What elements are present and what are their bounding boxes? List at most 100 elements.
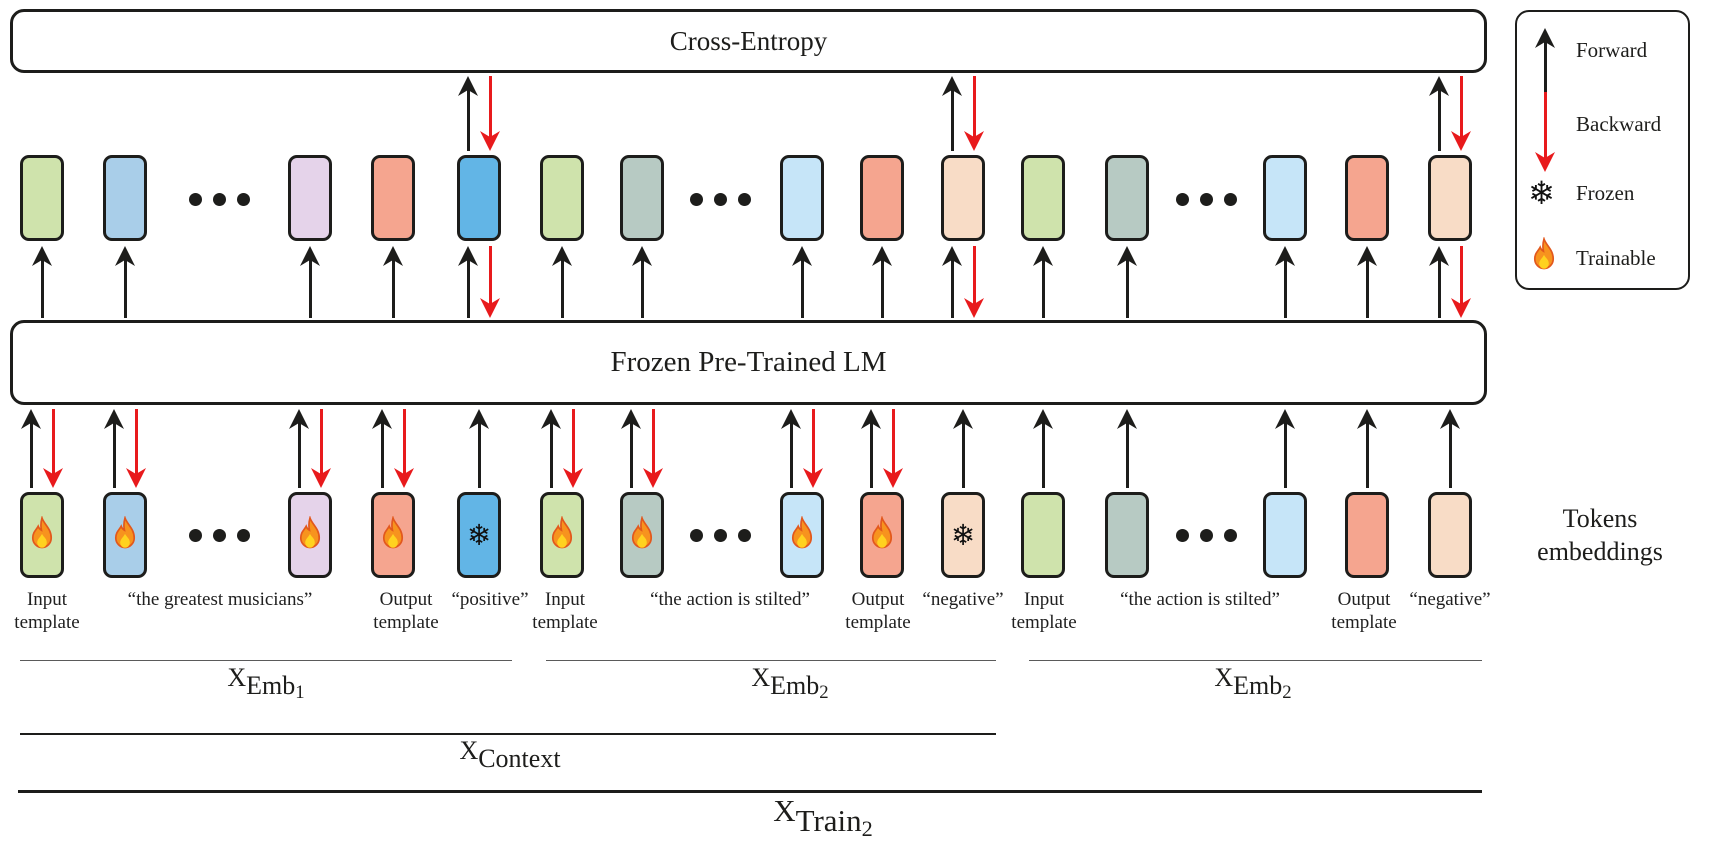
brace-label-sub: Context	[478, 744, 561, 774]
token-caption-line: template	[845, 612, 911, 634]
embedding-token	[780, 492, 824, 578]
tokens-embeddings-label: Tokens embeddings	[1500, 503, 1700, 568]
lm-output-token	[1105, 155, 1149, 241]
forward-arrow-icon-shaft	[380, 421, 384, 488]
forward-arrow-icon	[942, 246, 962, 318]
forward-arrow-icon-shaft	[1543, 40, 1547, 105]
ellipsis-dot	[212, 192, 226, 206]
cross-entropy-box: Cross-Entropy	[10, 9, 1487, 73]
brace-label: XEmb1	[227, 663, 304, 703]
brace-label-subsub: 2	[1282, 682, 1292, 704]
fire-icon	[382, 516, 404, 549]
tokens-embeddings-line: embeddings	[1537, 536, 1663, 566]
brace-line	[20, 733, 996, 735]
forward-arrow-icon-shaft	[1041, 258, 1045, 318]
ellipsis-dot	[236, 192, 250, 206]
token-caption: Input template	[14, 588, 79, 634]
forward-arrow-icon	[32, 246, 52, 318]
backward-arrow-icon	[394, 409, 414, 488]
forward-arrow-icon-shaft	[1125, 258, 1129, 318]
lm-output-token	[860, 155, 904, 241]
legend-item-label: Trainable	[1576, 246, 1656, 270]
forward-arrow-icon-shaft	[29, 421, 33, 488]
forward-arrow-icon	[781, 409, 801, 488]
backward-arrow-icon	[1535, 92, 1555, 172]
forward-arrow-icon-shaft	[466, 88, 470, 151]
frozen-lm-box: Frozen Pre-Trained LM	[10, 320, 1487, 405]
embedding-token	[620, 492, 664, 578]
legend-item-label: Forward	[1576, 38, 1648, 62]
forward-arrow-icon	[1117, 409, 1137, 488]
forward-arrow-icon-shaft	[123, 258, 127, 318]
backward-arrow-icon-shaft	[1459, 76, 1463, 139]
backward-arrow-icon	[480, 246, 500, 318]
backward-arrow-icon	[311, 409, 331, 488]
forward-arrow-icon-shaft	[1437, 258, 1441, 318]
forward-arrow-icon-shaft	[1283, 258, 1287, 318]
brace-label-sub: Emb	[770, 671, 820, 701]
forward-arrow-icon	[1429, 76, 1449, 151]
brace-label-main: X	[227, 663, 247, 692]
legend-item-label: Frozen	[1576, 181, 1635, 205]
forward-arrow-icon-shaft	[477, 421, 481, 488]
forward-arrow-icon-shaft	[789, 421, 793, 488]
cross-entropy-label: Cross-Entropy	[669, 25, 828, 56]
token-caption-line: “the action is stilted”	[1120, 589, 1280, 610]
token-caption: “negative”	[922, 588, 1003, 611]
forward-arrow-icon	[1033, 409, 1053, 488]
fire-icon	[114, 516, 136, 549]
ellipsis-dot	[689, 192, 703, 206]
snowflake-icon: ❄	[466, 517, 492, 552]
ellipsis-dot	[1175, 528, 1189, 542]
forward-arrow-icon	[469, 409, 489, 488]
forward-arrow-icon-shaft	[549, 421, 553, 488]
backward-arrow-icon-shaft	[972, 246, 976, 306]
backward-arrow-icon-shaft	[651, 409, 655, 476]
backward-arrow-icon-shaft	[488, 246, 492, 306]
embedding-token	[1428, 492, 1472, 578]
backward-arrow-icon	[643, 409, 663, 488]
forward-arrow-icon	[942, 76, 962, 151]
token-caption: Output template	[373, 588, 438, 634]
forward-arrow-icon	[1440, 409, 1460, 488]
token-caption: “positive”	[451, 588, 528, 611]
forward-arrow-icon	[1117, 246, 1137, 318]
brace-label-sub: Emb	[1233, 671, 1283, 701]
brace-label-sub: Train	[795, 802, 862, 838]
lm-output-token	[1263, 155, 1307, 241]
ellipsis-dot	[737, 192, 751, 206]
token-caption-line: Input	[1023, 589, 1065, 610]
backward-arrow-icon-shaft	[972, 76, 976, 139]
brace-label-sub: Emb	[246, 671, 296, 701]
ellipsis-dot	[1199, 528, 1213, 542]
brace-label-main: X	[751, 663, 771, 692]
lm-output-token	[540, 155, 584, 241]
ellipsis-dot	[188, 528, 202, 542]
brace-label-subsub: 2	[819, 682, 829, 704]
token-caption-line: Output	[379, 589, 433, 610]
forward-arrow-icon	[289, 409, 309, 488]
token-caption-line: Output	[1337, 589, 1391, 610]
forward-arrow-icon	[300, 246, 320, 318]
forward-arrow-icon-shaft	[1283, 421, 1287, 488]
lm-output-token	[371, 155, 415, 241]
embedding-token	[288, 492, 332, 578]
forward-arrow-icon	[1033, 246, 1053, 318]
forward-arrow-icon	[861, 409, 881, 488]
forward-arrow-icon	[1357, 246, 1377, 318]
backward-arrow-icon-shaft	[811, 409, 815, 476]
forward-arrow-icon	[1275, 246, 1295, 318]
forward-arrow-icon	[104, 409, 124, 488]
backward-arrow-icon-shaft	[488, 76, 492, 139]
forward-arrow-icon	[383, 246, 403, 318]
forward-arrow-icon	[1275, 409, 1295, 488]
brace-label: XEmb2	[1214, 663, 1291, 703]
forward-arrow-icon	[621, 409, 641, 488]
forward-arrow-icon	[1357, 409, 1377, 488]
token-caption-line: template	[1011, 612, 1077, 634]
forward-arrow-icon-shaft	[560, 258, 564, 318]
snowflake-icon: ❄	[950, 517, 976, 552]
forward-arrow-icon-shaft	[950, 258, 954, 318]
forward-arrow-icon-shaft	[800, 258, 804, 318]
forward-arrow-icon-shaft	[1365, 421, 1369, 488]
